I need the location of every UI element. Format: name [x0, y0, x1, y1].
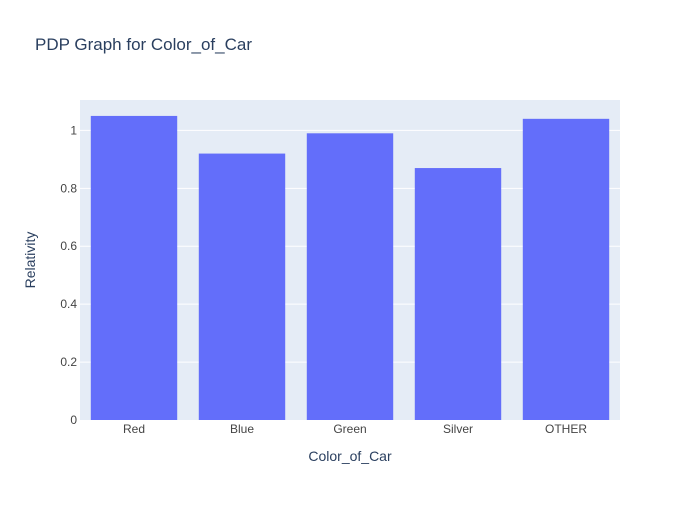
bars: [90, 115, 610, 421]
y-tick-label: 0: [70, 413, 77, 427]
x-tick-label: Red: [123, 422, 145, 436]
y-tick-label: 1: [70, 123, 77, 137]
x-tick-label: Green: [333, 422, 366, 436]
bar-red[interactable]: [90, 115, 178, 420]
y-tick-label: 0.4: [60, 297, 77, 311]
bar-green[interactable]: [306, 133, 394, 420]
y-tick-label: 0.2: [60, 355, 77, 369]
x-axis-title: Color_of_Car: [308, 448, 392, 464]
chart-title: PDP Graph for Color_of_Car: [35, 35, 252, 54]
bar-other[interactable]: [522, 118, 610, 420]
y-tick-label: 0.6: [60, 239, 77, 253]
y-tick-label: 0.8: [60, 181, 77, 195]
bar-silver[interactable]: [414, 168, 502, 420]
x-tick-label: Blue: [230, 422, 254, 436]
y-axis-title: Relativity: [22, 232, 38, 289]
x-tick-label: OTHER: [545, 422, 587, 436]
bar-blue[interactable]: [198, 153, 286, 421]
x-axis-ticks: Red Blue Green Silver OTHER: [123, 422, 587, 436]
x-tick-label: Silver: [443, 422, 473, 436]
y-axis-ticks: 0 0.2 0.4 0.6 0.8 1: [60, 123, 77, 427]
